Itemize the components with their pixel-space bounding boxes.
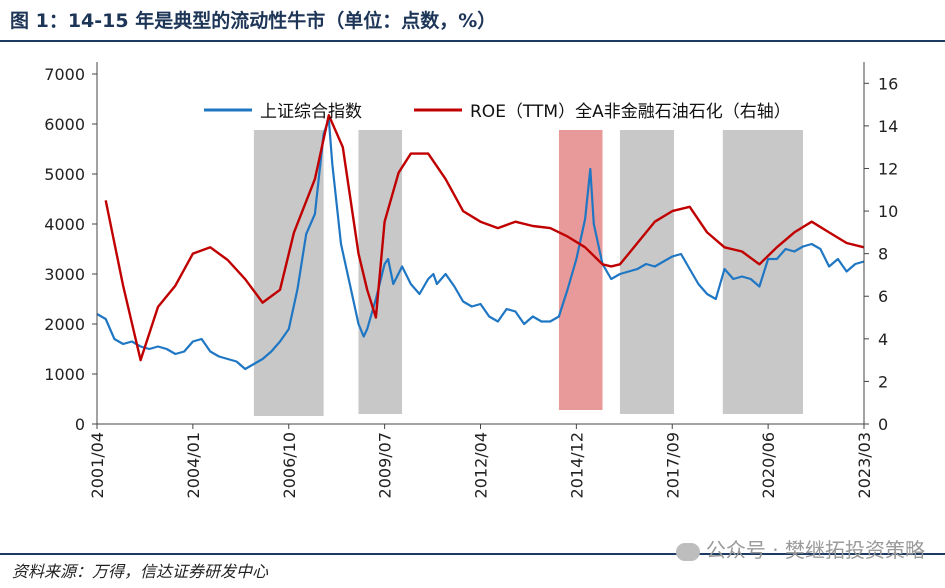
right-tick-label: 14 — [878, 117, 898, 136]
legend-label-roe: ROE（TTM）全A非金融石油石化（右轴） — [470, 102, 791, 122]
x-tick-label: 2001/04 — [88, 432, 107, 498]
wechat-icon — [675, 542, 700, 561]
right-tick-label: 8 — [878, 245, 888, 264]
right-tick-label: 12 — [878, 159, 898, 178]
left-tick-label: 7000 — [44, 65, 85, 84]
source-note: 资料来源：万得，信达证券研发中心 — [12, 562, 269, 581]
x-tick-label: 2004/01 — [184, 432, 203, 498]
right-tick-label: 6 — [878, 287, 888, 306]
series-lines — [96, 113, 865, 371]
left-tick-label: 0 — [75, 415, 85, 434]
axes: 0 1000 2000 3000 4000 5000 6000 7000 0 2 4 6 8 10 12 14… — [44, 62, 898, 498]
legend-label-index: 上证综合指数 — [260, 102, 362, 122]
shaded-period-3 — [558, 130, 603, 410]
x-tick-label: 2012/04 — [472, 432, 491, 498]
shaded-period-1 — [253, 130, 324, 416]
x-tick-label: 2023/03 — [855, 432, 874, 498]
chart-title: 图 1：14-15 年是典型的流动性牛市（单位：点数，%） — [10, 10, 497, 32]
watermark: 公众号 · 樊继拓投资策略 — [675, 534, 925, 563]
x-tick-label: 2006/10 — [280, 432, 299, 498]
left-tick-label: 5000 — [44, 165, 85, 184]
left-tick-label: 3000 — [44, 265, 85, 284]
shaded-periods — [253, 130, 803, 416]
footer-divider — [0, 553, 945, 555]
right-tick-label: 0 — [878, 415, 888, 434]
left-tick-label: 2000 — [44, 315, 85, 334]
x-tick-label: 2017/09 — [663, 432, 682, 498]
roe-line — [104, 113, 865, 362]
right-tick-label: 4 — [878, 330, 888, 349]
left-tick-label: 6000 — [44, 115, 85, 134]
x-tick-label: 2014/12 — [567, 432, 586, 498]
left-tick-label: 4000 — [44, 215, 85, 234]
shanghai-index-line — [96, 117, 865, 371]
title-divider — [0, 40, 945, 42]
legend: 上证综合指数 ROE（TTM）全A非金融石油石化（右轴） — [204, 102, 791, 122]
x-tick-label: 2009/07 — [376, 432, 395, 498]
right-tick-label: 16 — [878, 74, 898, 93]
x-tick-label: 2020/06 — [759, 432, 778, 498]
right-tick-label: 2 — [878, 372, 888, 391]
watermark-text: 公众号 · 樊继拓投资策略 — [705, 538, 925, 562]
right-tick-label: 10 — [878, 202, 898, 221]
left-tick-label: 1000 — [44, 365, 85, 384]
